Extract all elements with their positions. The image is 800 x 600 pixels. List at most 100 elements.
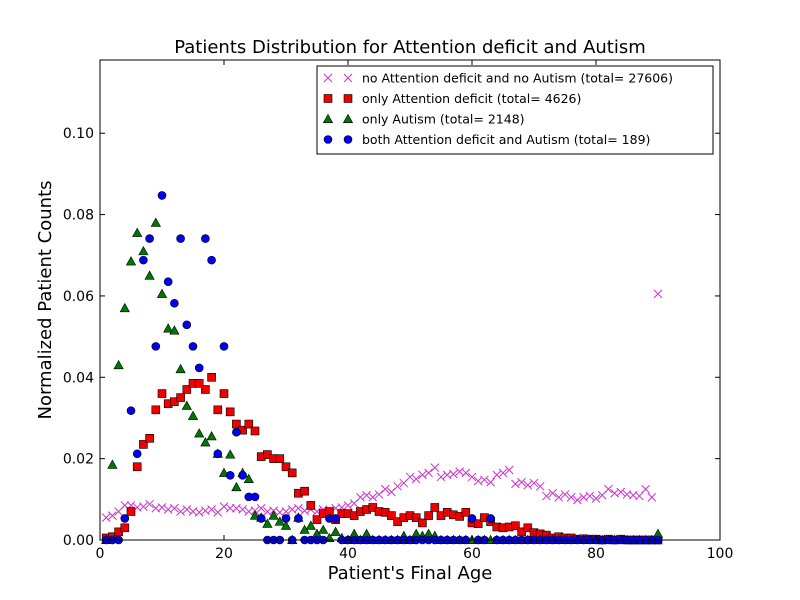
data-point (132, 449, 142, 459)
data-point (486, 514, 495, 523)
data-point (480, 475, 489, 485)
legend-label: no Attention deficit and no Autism (tota… (362, 71, 673, 86)
y-tick-label: 0.04 (63, 370, 94, 386)
data-point (330, 526, 341, 536)
data-point (418, 518, 427, 528)
data-point (529, 478, 539, 488)
data-point (566, 492, 576, 502)
legend-entry: only Attention deficit (total= 4626) (323, 91, 581, 106)
legend-entry: no Attention deficit and no Autism (tota… (323, 71, 673, 86)
data-point (151, 342, 161, 351)
data-point (219, 502, 229, 511)
data-point (542, 491, 551, 501)
data-point (126, 507, 136, 516)
legend-label: only Attention deficit (total= 4626) (362, 91, 581, 106)
data-point (157, 389, 167, 398)
data-point (405, 472, 415, 482)
data-point (294, 503, 303, 513)
data-point (380, 484, 390, 494)
data-point (492, 470, 502, 480)
data-point (145, 234, 154, 243)
data-point (151, 405, 161, 415)
data-point (368, 492, 378, 502)
x-tick-label: 60 (463, 546, 481, 562)
data-point (362, 490, 371, 500)
data-point (268, 510, 279, 520)
data-point (312, 515, 322, 524)
data-point (182, 385, 192, 394)
data-point (305, 520, 316, 530)
data-point (548, 488, 557, 498)
data-point (504, 465, 514, 475)
y-tick-label: 0.02 (63, 452, 94, 468)
data-point (486, 477, 495, 487)
data-point (238, 471, 247, 480)
data-point (436, 472, 446, 482)
data-point (139, 440, 148, 449)
data-point (616, 487, 626, 497)
data-point (653, 289, 663, 299)
data-point (604, 484, 613, 494)
legend-marker (342, 113, 354, 123)
data-point (461, 508, 471, 517)
data-point (182, 320, 192, 330)
data-point (275, 454, 285, 463)
data-point (156, 288, 168, 298)
data-point (125, 256, 137, 266)
x-tick-label: 0 (96, 546, 105, 562)
data-point (108, 511, 117, 520)
x-tick-label: 40 (339, 546, 357, 562)
data-point (387, 511, 396, 520)
data-point (318, 524, 329, 534)
data-point (200, 437, 211, 447)
data-point (225, 407, 235, 417)
data-point (207, 372, 216, 382)
data-point (294, 514, 303, 523)
data-point (411, 513, 421, 522)
data-point (101, 513, 111, 522)
data-point (424, 511, 433, 520)
data-point (188, 342, 198, 351)
data-point (244, 419, 254, 429)
data-point (498, 468, 508, 478)
legend-entry: both Attention deficit and Autism (total… (323, 132, 650, 147)
x-axis-label: Patient's Final Age (328, 563, 493, 584)
data-point (473, 519, 483, 529)
data-point (126, 406, 136, 415)
data-point (219, 342, 229, 351)
data-point (144, 270, 155, 280)
data-point (194, 379, 204, 388)
axis-ticks: 0 20 40 60 80 100 0.00 0.02 0.04 0.06 0.08 0.10 (63, 60, 733, 562)
data-point (573, 495, 582, 505)
data-point (274, 516, 285, 526)
data-point (467, 514, 477, 523)
data-point (256, 514, 266, 523)
data-point (139, 502, 148, 511)
data-point (591, 494, 601, 503)
data-point (201, 234, 210, 243)
data-point (225, 471, 235, 480)
data-point (132, 227, 143, 237)
data-point (157, 191, 167, 200)
data-point (181, 400, 192, 410)
data-point (250, 492, 260, 502)
data-point (281, 507, 291, 516)
data-point (182, 505, 192, 514)
y-tick-label: 0.06 (63, 289, 94, 305)
legend-label: both Attention deficit and Autism (total… (362, 132, 650, 147)
legend-marker (343, 94, 353, 103)
data-point (647, 492, 657, 502)
legend: no Attention deficit and no Autism (tota… (316, 65, 714, 155)
data-point (219, 389, 229, 398)
data-point (331, 514, 340, 523)
data-point (449, 469, 458, 479)
data-point (139, 255, 148, 265)
y-tick-label: 0.00 (63, 533, 94, 549)
data-point (306, 501, 316, 510)
legend-marker (323, 94, 333, 103)
data-point (187, 410, 199, 420)
data-point (120, 514, 130, 523)
data-point (517, 477, 526, 487)
chart-title: Patients Distribution for Attention defi… (174, 37, 646, 58)
